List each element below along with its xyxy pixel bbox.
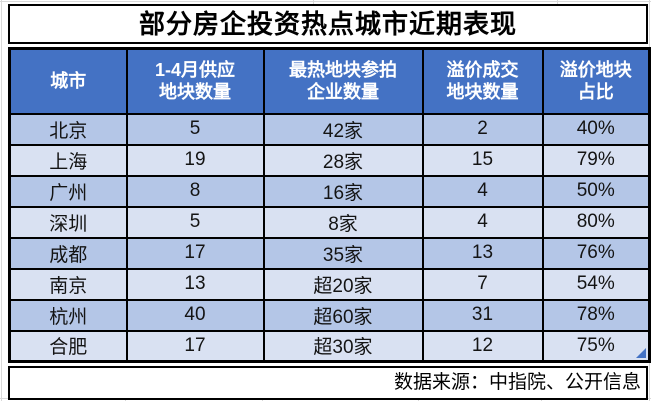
cell-supply-plots: 40 bbox=[125, 298, 265, 332]
sheet: 部分房企投资热点城市近期表现 城市 1-4月供应 地块数量 最热地块参拍 企业数… bbox=[8, 4, 651, 400]
cell-premium-plots: 2 bbox=[421, 112, 544, 146]
table-row: 杭州 40 超60家 31 78% bbox=[8, 298, 651, 332]
cell-supply-plots: 5 bbox=[125, 112, 265, 146]
cell-bidding-firms: 16家 bbox=[262, 174, 424, 208]
table-row: 上海 19 28家 15 79% bbox=[8, 143, 651, 177]
cell-premium-plots: 4 bbox=[421, 174, 544, 208]
cell-premium-share: 40% bbox=[541, 112, 651, 146]
cell-premium-share: 54% bbox=[541, 267, 651, 301]
cell-premium-share: 76% bbox=[541, 236, 651, 270]
cell-premium-plots: 15 bbox=[421, 143, 544, 177]
cell-supply-plots: 5 bbox=[125, 205, 265, 239]
cell-premium-share: 50% bbox=[541, 174, 651, 208]
cell-premium-plots: 7 bbox=[421, 267, 544, 301]
cell-premium-share: 78% bbox=[541, 298, 651, 332]
cell-premium-share: 80% bbox=[541, 205, 651, 239]
cell-city: 广州 bbox=[8, 174, 128, 208]
gridline-tick bbox=[313, 0, 314, 4]
gridline-horizontal-top bbox=[0, 1, 651, 2]
cell-city: 成都 bbox=[8, 236, 128, 270]
table-row: 合肥 17 超30家 12 75% bbox=[8, 329, 651, 363]
cell-bidding-firms: 35家 bbox=[262, 236, 424, 270]
gridline-vertical-left bbox=[1, 0, 2, 401]
cell-corner-marker-icon bbox=[636, 348, 646, 358]
cell-bidding-firms: 42家 bbox=[262, 112, 424, 146]
cell-city: 上海 bbox=[8, 143, 128, 177]
gridline-tick bbox=[557, 0, 558, 4]
data-source-text: 数据来源：中指院、公开信息 bbox=[393, 372, 641, 393]
table-row: 北京 5 42家 2 40% bbox=[8, 112, 651, 146]
cell-city: 杭州 bbox=[8, 298, 128, 332]
cell-bidding-firms: 8家 bbox=[262, 205, 424, 239]
cell-city: 南京 bbox=[8, 267, 128, 301]
cell-premium-plots: 13 bbox=[421, 236, 544, 270]
cell-premium-share: 79% bbox=[541, 143, 651, 177]
col-header-city: 城市 bbox=[8, 47, 128, 115]
cell-premium-share: 75% bbox=[541, 329, 651, 363]
data-source-note: 数据来源：中指院、公开信息 bbox=[8, 366, 648, 400]
cell-supply-plots: 17 bbox=[125, 329, 265, 363]
cell-premium-plots: 4 bbox=[421, 205, 544, 239]
cell-bidding-firms: 28家 bbox=[262, 143, 424, 177]
table-row: 南京 13 超20家 7 54% bbox=[8, 267, 651, 301]
cell-supply-plots: 8 bbox=[125, 174, 265, 208]
col-header-premium-share: 溢价地块 占比 bbox=[541, 47, 651, 115]
table-row: 深圳 5 8家 4 80% bbox=[8, 205, 651, 239]
table-header-row: 城市 1-4月供应 地块数量 最热地块参拍 企业数量 溢价成交 地块数量 溢价地… bbox=[8, 47, 651, 115]
cell-supply-plots: 17 bbox=[125, 236, 265, 270]
cell-city: 北京 bbox=[8, 112, 128, 146]
cell-bidding-firms: 超60家 bbox=[262, 298, 424, 332]
cell-city: 合肥 bbox=[8, 329, 128, 363]
city-investment-table: 城市 1-4月供应 地块数量 最热地块参拍 企业数量 溢价成交 地块数量 溢价地… bbox=[8, 47, 651, 363]
cell-bidding-firms: 超30家 bbox=[262, 329, 424, 363]
col-header-supply-plots: 1-4月供应 地块数量 bbox=[125, 47, 265, 115]
col-header-premium-plots: 溢价成交 地块数量 bbox=[421, 47, 544, 115]
cell-supply-plots: 19 bbox=[125, 143, 265, 177]
cell-premium-plots: 31 bbox=[421, 298, 544, 332]
table-title: 部分房企投资热点城市近期表现 bbox=[8, 4, 648, 44]
cell-city: 深圳 bbox=[8, 205, 128, 239]
cell-bidding-firms: 超20家 bbox=[262, 267, 424, 301]
table-row: 广州 8 16家 4 50% bbox=[8, 174, 651, 208]
cell-supply-plots: 13 bbox=[125, 267, 265, 301]
table-row: 成都 17 35家 13 76% bbox=[8, 236, 651, 270]
cell-premium-plots: 12 bbox=[421, 329, 544, 363]
col-header-bidding-firms: 最热地块参拍 企业数量 bbox=[262, 47, 424, 115]
